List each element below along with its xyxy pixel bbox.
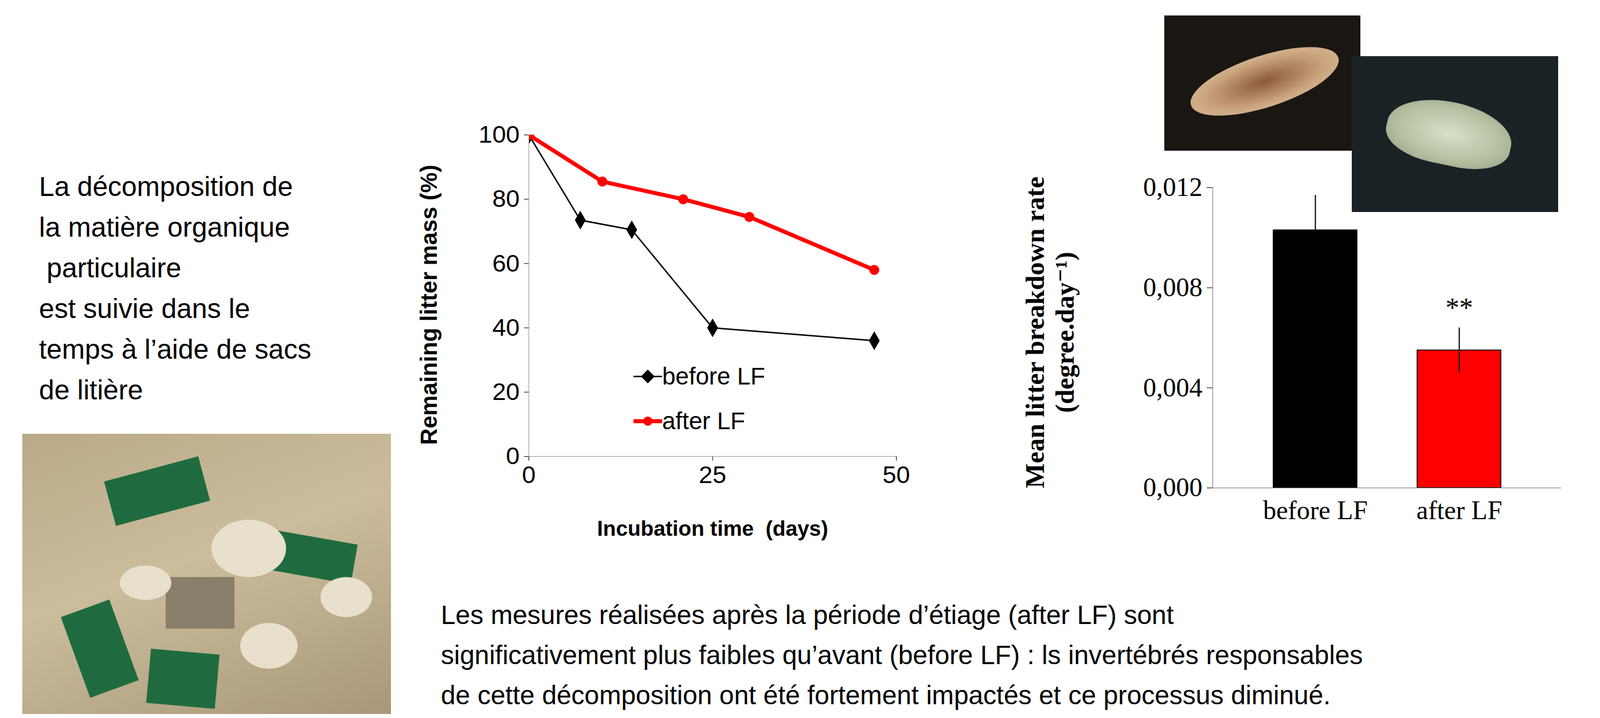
html-text:est suivie dans le: est suivie dans le <box>38 293 251 324</box>
svg-text:**: ** <box>1445 292 1474 323</box>
html-text:Remaining litter mass (%): Remaining litter mass (%) <box>415 164 442 446</box>
svg-text:0,000: 0,000 <box>1143 472 1203 503</box>
svg-text:100: 100 <box>478 120 520 148</box>
svg-text:0,012: 0,012 <box>1143 172 1203 202</box>
html-text:particulaire: particulaire <box>38 252 182 284</box>
html-text:Les mesures réalisées après la: Les mesures réalisées après la période d… <box>440 600 1174 631</box>
html-text:de litière: de litière <box>38 374 143 406</box>
html-text:la matière organique: la matière organique <box>38 212 290 243</box>
svg-text:40: 40 <box>492 313 520 342</box>
html-text:before LF: before LF <box>662 362 766 390</box>
html-text:de cette décomposition ont été: de cette décomposition ont été fortement… <box>440 680 1331 711</box>
svg-text:50: 50 <box>882 460 911 489</box>
svg-text:25: 25 <box>698 460 727 489</box>
html-text:significativement plus faibles: significativement plus faibles qu’avant … <box>440 640 1363 671</box>
svg-text:0: 0 <box>506 441 520 470</box>
svg-text:after LF: after LF <box>1416 495 1502 526</box>
html-text:Incubation time (days): Incubation time (days) <box>597 517 829 541</box>
svg-text:0: 0 <box>522 460 537 489</box>
svg-text:80: 80 <box>492 184 520 213</box>
svg-text:20: 20 <box>492 377 520 406</box>
svg-text:60: 60 <box>492 249 520 277</box>
html-text:La décomposition de: La décomposition de <box>38 171 293 202</box>
html-text:Mean litter breakdown rate: Mean litter breakdown rate <box>1020 176 1050 489</box>
html-text:(degree.day⁻¹): (degree.day⁻¹) <box>1050 251 1080 414</box>
svg-text:before LF: before LF <box>1262 495 1368 526</box>
svg-text:0,008: 0,008 <box>1143 272 1203 303</box>
svg-text:0,004: 0,004 <box>1143 373 1203 403</box>
html-text:after LF: after LF <box>662 407 746 435</box>
html-text:temps à l’aide de sacs: temps à l’aide de sacs <box>38 334 312 365</box>
